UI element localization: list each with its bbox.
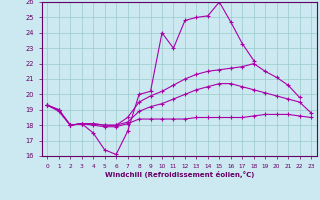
X-axis label: Windchill (Refroidissement éolien,°C): Windchill (Refroidissement éolien,°C) bbox=[105, 171, 254, 178]
